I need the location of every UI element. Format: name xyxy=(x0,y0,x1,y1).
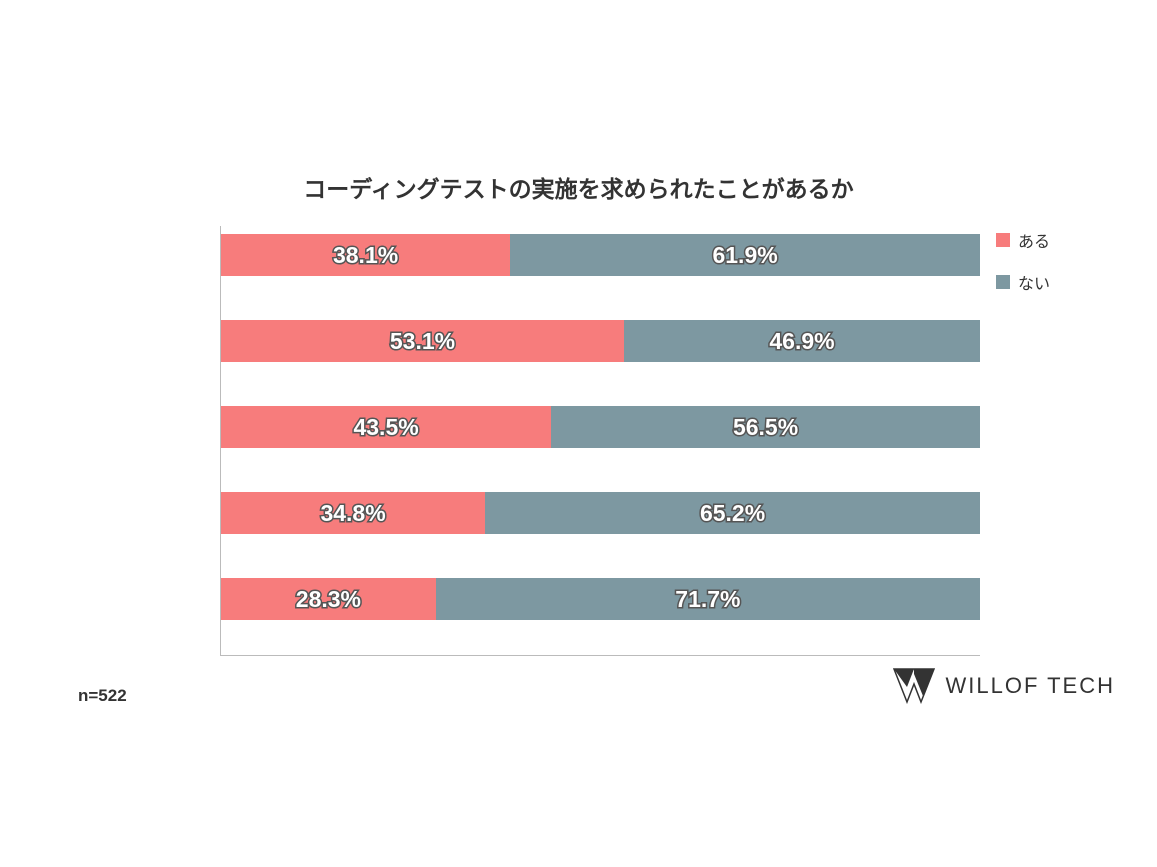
chart-container: コーディングテストの実施を求められたことがあるか 全体 20歳〜29歳 30歳〜… xyxy=(0,0,1157,867)
bar-value: 46.9%46.9% xyxy=(769,328,834,355)
legend-swatch-icon xyxy=(996,275,1010,289)
bar-value: 71.7%71.7% xyxy=(675,586,740,613)
bar-value: 56.5%56.5% xyxy=(733,414,798,441)
legend-label: ある xyxy=(1018,228,1050,252)
legend-item-yes: ある xyxy=(996,228,1050,252)
bar-segment-yes: 34.8%34.8% xyxy=(221,492,485,534)
bar-value: 28.3%28.3% xyxy=(296,586,361,613)
bar-segment-no: 61.9%61.9% xyxy=(510,234,980,276)
sample-size-note: n=522 xyxy=(78,686,127,706)
legend-swatch-icon xyxy=(996,233,1010,247)
bar-row: 53.1%53.1% 46.9%46.9% xyxy=(221,320,980,362)
bar-segment-no: 46.9%46.9% xyxy=(624,320,980,362)
bar-segment-yes: 38.1%38.1% xyxy=(221,234,510,276)
bar-row: 28.3%28.3% 71.7%71.7% xyxy=(221,578,980,620)
bar-row: 34.8%34.8% 65.2%65.2% xyxy=(221,492,980,534)
bar-row: 38.1%38.1% 61.9%61.9% xyxy=(221,234,980,276)
bar-row: 43.5%43.5% 56.5%56.5% xyxy=(221,406,980,448)
bar-value: 61.9%61.9% xyxy=(712,242,777,269)
chart-title-text: コーディングテストの実施を求められたことがあるか xyxy=(303,176,853,202)
bar-segment-no: 56.5%56.5% xyxy=(551,406,980,448)
bar-segment-yes: 53.1%53.1% xyxy=(221,320,624,362)
legend-label: ない xyxy=(1018,270,1050,294)
bar-value: 43.5%43.5% xyxy=(353,414,418,441)
chart-plot-area: 38.1%38.1% 61.9%61.9% 53.1%53.1% 46.9%46… xyxy=(220,226,980,656)
bar-segment-yes: 43.5%43.5% xyxy=(221,406,551,448)
bar-value: 65.2%65.2% xyxy=(700,500,765,527)
bar-segment-yes: 28.3%28.3% xyxy=(221,578,436,620)
legend: ある ない xyxy=(996,228,1050,312)
bar-value: 34.8%34.8% xyxy=(320,500,385,527)
brand-text: WILLOF TECH xyxy=(945,673,1115,699)
bar-value: 53.1%53.1% xyxy=(390,328,455,355)
bar-value: 38.1%38.1% xyxy=(333,242,398,269)
brand-logo-icon xyxy=(893,668,935,704)
bar-segment-no: 65.2%65.2% xyxy=(485,492,980,534)
legend-item-no: ない xyxy=(996,270,1050,294)
chart-title: コーディングテストの実施を求められたことがあるか xyxy=(0,170,1157,204)
bar-segment-no: 71.7%71.7% xyxy=(436,578,980,620)
brand-footer: WILLOF TECH xyxy=(893,668,1115,704)
